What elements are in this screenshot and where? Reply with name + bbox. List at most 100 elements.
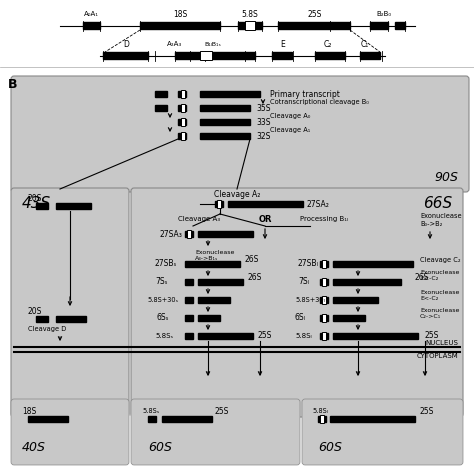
Text: C₂->C₁: C₂->C₁ bbox=[420, 315, 441, 319]
Text: 7Sₛ: 7Sₛ bbox=[155, 277, 167, 286]
Bar bbox=[318, 416, 326, 422]
Text: 66S: 66S bbox=[423, 196, 452, 211]
Bar bbox=[320, 315, 328, 321]
Bar bbox=[198, 333, 253, 339]
Text: 26S: 26S bbox=[248, 273, 263, 283]
Text: 27SBₛ: 27SBₛ bbox=[155, 259, 177, 268]
Bar bbox=[200, 51, 212, 60]
Text: 6Sₛ: 6Sₛ bbox=[157, 313, 170, 322]
Text: Processing B₁ₗ: Processing B₁ₗ bbox=[300, 216, 348, 222]
Text: Cleavage C₂: Cleavage C₂ bbox=[420, 257, 461, 263]
Bar bbox=[187, 230, 191, 238]
Text: E<-C₂: E<-C₂ bbox=[420, 297, 438, 301]
Bar bbox=[322, 260, 326, 268]
Text: 60S: 60S bbox=[148, 441, 172, 454]
Text: Cleavage A₀: Cleavage A₀ bbox=[270, 113, 310, 119]
Text: 5.8Sₗ: 5.8Sₗ bbox=[312, 408, 328, 414]
Bar bbox=[185, 297, 193, 303]
Bar bbox=[181, 104, 185, 112]
Text: 25S: 25S bbox=[425, 331, 439, 340]
Bar bbox=[178, 91, 186, 97]
Bar bbox=[185, 279, 193, 285]
Text: 26S: 26S bbox=[245, 255, 259, 264]
Bar bbox=[200, 119, 250, 125]
Text: 90S: 90S bbox=[434, 171, 458, 184]
Text: B₁ₗB₁ₛ: B₁ₗB₁ₛ bbox=[205, 42, 221, 46]
Text: 27SA₂: 27SA₂ bbox=[307, 200, 330, 209]
Bar bbox=[185, 333, 193, 339]
Text: 25S: 25S bbox=[420, 407, 434, 416]
Bar bbox=[178, 133, 186, 139]
Bar bbox=[56, 203, 91, 209]
Bar bbox=[320, 297, 328, 303]
Bar bbox=[200, 91, 260, 97]
Bar bbox=[185, 261, 240, 267]
Bar bbox=[140, 22, 220, 29]
Bar bbox=[185, 315, 193, 321]
Text: 43S: 43S bbox=[22, 196, 51, 211]
Bar bbox=[28, 416, 68, 422]
Text: B₀->B₂: B₀->B₂ bbox=[420, 221, 442, 227]
Text: 25S: 25S bbox=[215, 407, 229, 416]
Bar bbox=[228, 201, 303, 207]
Bar bbox=[322, 296, 326, 304]
Bar bbox=[278, 22, 350, 29]
Text: 40S: 40S bbox=[22, 441, 46, 454]
Bar bbox=[36, 203, 48, 209]
Text: 35S: 35S bbox=[256, 103, 271, 112]
Text: A₀A₁: A₀A₁ bbox=[83, 11, 99, 17]
Bar bbox=[322, 278, 326, 286]
Text: A₂A₃: A₂A₃ bbox=[167, 41, 182, 47]
Text: E<-C₂: E<-C₂ bbox=[420, 276, 438, 282]
Text: A₃->B₁ₛ: A₃->B₁ₛ bbox=[195, 256, 219, 262]
Bar bbox=[155, 105, 167, 111]
Bar bbox=[162, 416, 212, 422]
Text: Cleavage A₂: Cleavage A₂ bbox=[214, 190, 260, 199]
FancyBboxPatch shape bbox=[131, 399, 300, 465]
Text: 20S: 20S bbox=[28, 193, 42, 202]
Text: Exonuclease: Exonuclease bbox=[195, 249, 234, 255]
Bar bbox=[215, 201, 223, 207]
Text: 27SA₃: 27SA₃ bbox=[160, 229, 183, 238]
Bar bbox=[198, 231, 253, 237]
Text: NUCLEUS: NUCLEUS bbox=[425, 340, 458, 346]
Bar bbox=[181, 90, 185, 98]
FancyBboxPatch shape bbox=[11, 188, 129, 417]
Bar bbox=[200, 105, 250, 111]
Bar bbox=[320, 279, 328, 285]
Text: 18S: 18S bbox=[22, 407, 36, 416]
Bar bbox=[185, 231, 193, 237]
Text: 27SBₗ: 27SBₗ bbox=[298, 259, 319, 268]
Text: Exonuclease: Exonuclease bbox=[420, 270, 459, 274]
Bar bbox=[198, 315, 220, 321]
Text: Exonuclease: Exonuclease bbox=[420, 213, 462, 219]
Text: Cotranscriptional cleavage B₀: Cotranscriptional cleavage B₀ bbox=[270, 99, 369, 105]
Text: 5.8Sₛ: 5.8Sₛ bbox=[142, 408, 159, 414]
Bar bbox=[333, 333, 418, 339]
Bar bbox=[245, 21, 255, 30]
Bar bbox=[238, 22, 262, 29]
Bar bbox=[395, 22, 405, 29]
Text: 32S: 32S bbox=[256, 131, 270, 140]
Text: 5.8Sₛ: 5.8Sₛ bbox=[155, 333, 173, 339]
Text: 7Sₗ: 7Sₗ bbox=[298, 277, 309, 286]
Text: C₂: C₂ bbox=[324, 39, 332, 48]
Bar bbox=[198, 297, 230, 303]
Bar bbox=[333, 261, 413, 267]
Bar bbox=[333, 297, 378, 303]
Text: 5.8S: 5.8S bbox=[242, 9, 258, 18]
Text: E: E bbox=[281, 39, 285, 48]
Bar bbox=[198, 279, 243, 285]
Bar bbox=[322, 332, 326, 340]
Text: 5.8Sₗ: 5.8Sₗ bbox=[295, 333, 311, 339]
Text: Cleavage D: Cleavage D bbox=[28, 326, 66, 332]
Text: 60S: 60S bbox=[318, 441, 342, 454]
Bar bbox=[272, 52, 292, 59]
Bar bbox=[320, 333, 328, 339]
Text: C₁: C₁ bbox=[361, 39, 369, 48]
FancyBboxPatch shape bbox=[131, 188, 463, 417]
Text: 26S: 26S bbox=[415, 273, 429, 283]
Bar bbox=[148, 416, 156, 422]
Text: 6Sₗ: 6Sₗ bbox=[295, 313, 306, 322]
Text: Cleavage A₁: Cleavage A₁ bbox=[270, 127, 310, 133]
